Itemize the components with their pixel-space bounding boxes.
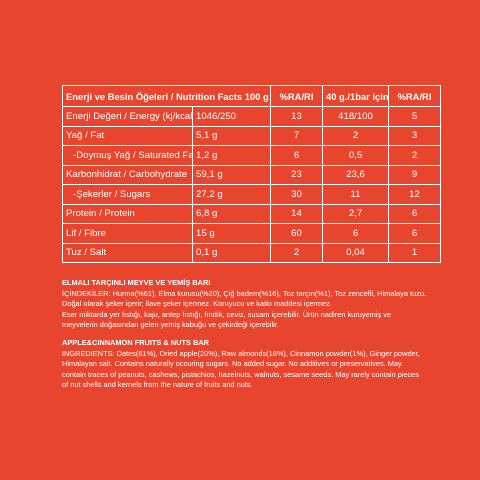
row-label: Enerji Değeri / Energy (kj/kcal) [62,106,193,127]
row-value: 30 [270,184,324,205]
row-value: 60 [270,223,324,244]
row-value: 27,2 g [191,184,272,205]
text-line: meyvelerin doğasından gelen yemiş kabuğu… [62,320,279,330]
table-row: Tuz / Salt 0,1 g 2 0,04 1 [62,242,442,263]
table-row: Protein / Protein 6,8 g 14 2,7 6 [62,203,442,224]
row-label: Yağ / Fat [62,125,193,146]
row-value: 13 [270,106,324,127]
row-label: Karbonhidrat / Carbohydrate [62,164,193,185]
row-value: 0,5 [322,145,390,166]
row-value: 418/100 [322,106,390,127]
row-value: 6 [388,203,442,224]
row-label: Lif / Fibre [62,223,193,244]
text-line: contain traces of peanuts, cashews, pist… [62,369,419,379]
row-value: 3 [388,125,442,146]
row-label: Protein / Protein [62,203,193,224]
row-label: -Doymuş Yağ / Saturated Fat [62,145,193,166]
row-value: 9 [388,164,442,185]
table-row: Enerji Değeri / Energy (kj/kcal) 1046/250… [62,106,442,127]
table-row: Lif / Fibre 15 g 60 6 6 [62,223,442,244]
header-row: Enerji ve Besin Öğeleri / Nutrition Fact… [61,85,442,107]
row-value: 6 [322,223,390,244]
text-line: İÇİNDEKİLER: Hurma(%61), Elma kurusu(%20… [62,288,427,298]
row-value: 14 [270,203,324,224]
row-value: 6,8 g [191,203,272,224]
row-value: 23 [270,164,324,185]
row-value: 59,1 g [191,164,272,185]
row-value: 1 [388,242,442,263]
text-line: Eser miktarda yer fıstığı, kaju, antep f… [62,309,392,319]
row-value: 6 [270,145,324,166]
row-value: 2,7 [322,203,390,224]
row-value: 23,6 [322,164,390,185]
row-label: -Şekerler / Sugars [62,184,193,205]
row-value: 5 [388,106,442,127]
turkish-ingredients: ELMALI TARÇINLI MEYVE VE YEMİŞ BARI İÇİND… [62,278,442,331]
header-cell: %RA/RI [270,85,324,107]
row-value: 1,2 g [191,145,272,166]
row-value: 6 [388,223,442,244]
section-title: APPLE&CINNAMON FRUITS & NUTS BAR [62,338,209,347]
table-row: -Şekerler / Sugars 27,2 g 30 11 12 [62,184,442,205]
text-line: Himalayan salt. Contains naturally occur… [62,359,402,369]
table-row: -Doymuş Yağ / Saturated Fat 1,2 g 6 0,5 2 [62,145,442,166]
header-cell: %RA/RI [388,85,442,107]
row-value: 2 [388,145,442,166]
row-value: 12 [388,184,442,205]
row-value: 1046/250 [191,106,272,127]
english-ingredients: APPLE&CINNAMON FRUITS & NUTS BAR INGREDIE… [62,338,442,391]
row-value: 5,1 g [191,125,272,146]
header-cell: Enerji ve Besin Öğeleri / Nutrition Fact… [61,85,272,107]
row-value: 11 [322,184,390,205]
text-line: Doğal olarak şeker içerir; ilave şeker i… [62,299,332,309]
row-value: 0,1 g [191,242,272,263]
header-cell: 40 g./1bar için [322,85,390,107]
section-title: ELMALI TARÇINLI MEYVE VE YEMİŞ BARI [62,278,211,287]
text-line: of nut shells and kernels from the natur… [62,380,253,390]
row-value: 15 g [191,223,272,244]
text-line: INGREDIENTS: Dates(61%), Dried apple(20%… [62,348,420,358]
row-label: Tuz / Salt [62,242,193,263]
row-value: 2 [270,242,324,263]
row-value: 0,04 [322,242,390,263]
row-value: 7 [270,125,324,146]
table-row: Karbonhidrat / Carbohydrate 59,1 g 23 23,6 9 [62,164,442,185]
row-value: 2 [322,125,390,146]
nutrition-table: Enerji ve Besin Öğeleri / Nutrition Fact… [61,85,442,263]
